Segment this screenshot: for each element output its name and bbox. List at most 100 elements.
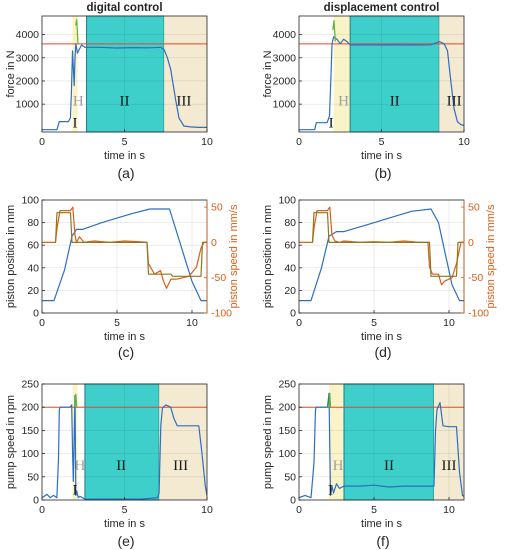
region-ii bbox=[343, 383, 435, 501]
x-tick-label: 10 bbox=[201, 136, 213, 148]
series-line-s0 bbox=[299, 392, 464, 499]
x-tick-label: 5 bbox=[371, 504, 377, 516]
x-tick-label: 10 bbox=[458, 136, 470, 148]
panel-label: (f) bbox=[376, 533, 389, 549]
series-line-position bbox=[299, 208, 464, 302]
y-tick-label: 250 bbox=[278, 379, 296, 391]
y-tick-label: 80 bbox=[27, 217, 39, 229]
x-tick-label: 0 bbox=[39, 504, 45, 516]
y-tick-label: 60 bbox=[27, 240, 39, 252]
x-tick-label: 10 bbox=[201, 504, 213, 516]
panel-label: (b) bbox=[374, 165, 391, 181]
series-line-s0 bbox=[299, 36, 464, 131]
plot-area bbox=[42, 200, 207, 313]
x-tick-label: 5 bbox=[122, 504, 128, 516]
region-ii bbox=[86, 15, 165, 133]
region-iii bbox=[434, 384, 464, 500]
region-label-iii: III bbox=[176, 94, 191, 110]
chart-title: digital control bbox=[86, 2, 162, 14]
region-ii bbox=[349, 15, 440, 133]
y-right-axis-label: piston speed in mm/s bbox=[485, 204, 497, 308]
y-tick-label: 100 bbox=[21, 448, 39, 460]
y-tick-label: 20 bbox=[27, 285, 39, 297]
y-axis-label: force in N bbox=[5, 50, 17, 97]
x-axis-label: time in s bbox=[104, 150, 145, 162]
y-tick-label: 0 bbox=[290, 308, 296, 320]
x-tick-label: 0 bbox=[296, 317, 302, 329]
x-tick-label: 10 bbox=[443, 317, 455, 329]
panel-label: (c) bbox=[118, 344, 134, 360]
region-label-ii: II bbox=[390, 94, 400, 110]
x-axis-label: time in s bbox=[104, 331, 145, 343]
region-label-ii: II bbox=[120, 94, 130, 110]
x-tick-label: 5 bbox=[122, 136, 128, 148]
y-tick-label: 200 bbox=[278, 402, 296, 414]
x-tick-label: 5 bbox=[371, 317, 377, 329]
region-h bbox=[333, 16, 351, 132]
x-tick-label: 5 bbox=[114, 317, 120, 329]
series-line-s1 bbox=[74, 393, 78, 408]
region-ii bbox=[84, 383, 160, 501]
y-tick-label: 150 bbox=[278, 425, 296, 437]
region-label-iii: III bbox=[173, 458, 188, 474]
y-right-tick-label: 0 bbox=[468, 237, 474, 249]
x-tick-label: 10 bbox=[443, 504, 455, 516]
y-tick-label: 250 bbox=[21, 379, 39, 391]
series-line-s1 bbox=[75, 18, 79, 44]
y-axis-label: pump speed in rpm bbox=[262, 395, 274, 489]
region-label-i: I bbox=[328, 482, 333, 498]
y-tick-label: 0 bbox=[33, 308, 39, 320]
x-axis-label: time in s bbox=[361, 331, 402, 343]
region-iii bbox=[159, 384, 207, 500]
series-line-speed-setpoint bbox=[54, 212, 207, 277]
y-right-tick-label: -100 bbox=[468, 308, 489, 320]
region-label-h: H bbox=[338, 94, 349, 110]
y-tick-label: 3000 bbox=[273, 52, 297, 64]
y-tick-label: 20 bbox=[284, 285, 296, 297]
y-tick-label: 3000 bbox=[16, 52, 40, 64]
y-tick-label: 0 bbox=[33, 495, 39, 507]
x-tick-label: 0 bbox=[39, 317, 45, 329]
y-right-tick-label: -50 bbox=[468, 272, 483, 284]
series-line-s1 bbox=[328, 392, 332, 408]
x-axis-label: time in s bbox=[361, 150, 402, 162]
y-tick-label: 100 bbox=[21, 195, 39, 207]
y-tick-label: 100 bbox=[278, 195, 296, 207]
panel-label: (a) bbox=[117, 165, 134, 181]
series-line-speed-setpoint bbox=[311, 212, 464, 277]
region-label-iii: III bbox=[442, 458, 457, 474]
y-tick-label: 80 bbox=[284, 217, 296, 229]
y-tick-label: 150 bbox=[21, 425, 39, 437]
y-tick-label: 100 bbox=[278, 448, 296, 460]
y-axis-label: piston position in mm bbox=[5, 205, 17, 308]
x-tick-label: 0 bbox=[39, 136, 45, 148]
y-tick-label: 60 bbox=[284, 240, 296, 252]
region-h bbox=[329, 384, 344, 500]
y-right-tick-label: 50 bbox=[468, 202, 480, 214]
y-axis-label: pump speed in rpm bbox=[5, 395, 17, 489]
y-tick-label: 2000 bbox=[273, 75, 297, 87]
region-label-ii: II bbox=[116, 458, 126, 474]
panel-label: (e) bbox=[117, 533, 134, 549]
x-tick-label: 0 bbox=[296, 504, 302, 516]
region-label-h: H bbox=[73, 94, 84, 110]
region-label-i: I bbox=[73, 482, 78, 498]
y-axis-label: piston position in mm bbox=[262, 205, 274, 308]
y-right-axis-label: piston speed in mm/s bbox=[228, 204, 240, 308]
region-label-h: H bbox=[333, 458, 344, 474]
x-axis-label: time in s bbox=[104, 518, 145, 530]
x-tick-label: 5 bbox=[379, 136, 385, 148]
y-axis-label: force in N bbox=[262, 50, 274, 97]
y-tick-label: 4000 bbox=[273, 29, 297, 41]
y-right-tick-label: -100 bbox=[211, 308, 232, 320]
y-tick-label: 2000 bbox=[16, 75, 40, 87]
region-label-i: I bbox=[329, 116, 334, 132]
region-label-ii: II bbox=[384, 458, 394, 474]
y-tick-label: 50 bbox=[27, 471, 39, 483]
x-axis-label: time in s bbox=[361, 518, 402, 530]
